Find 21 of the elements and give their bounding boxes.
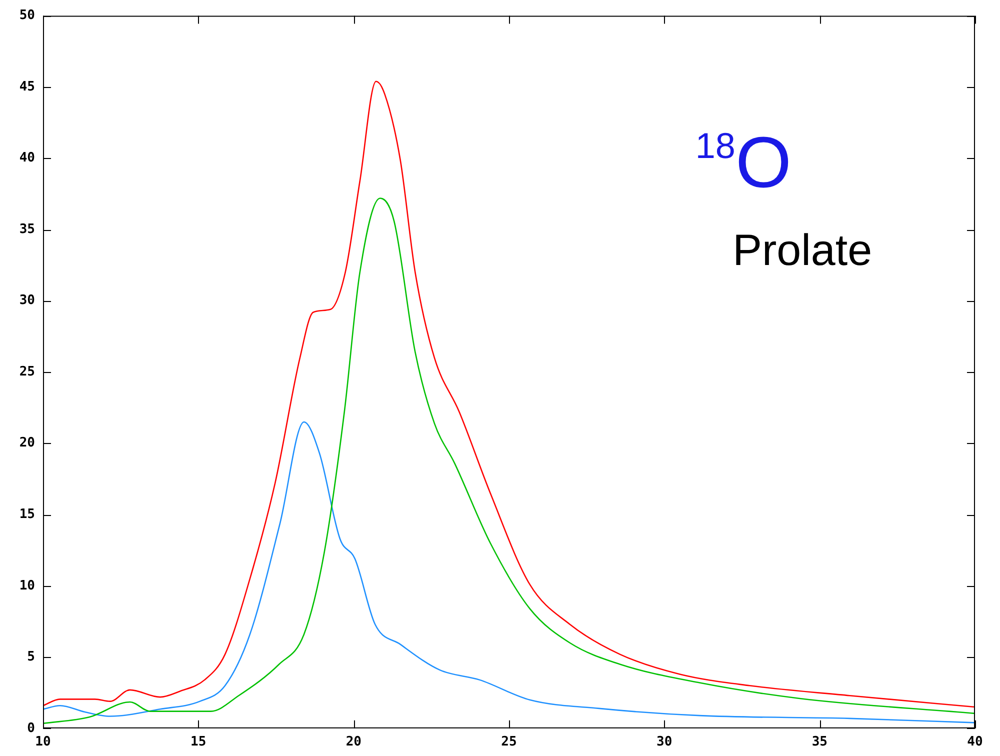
y-tick-label: 30	[19, 293, 36, 308]
y-tick-label: 10	[19, 578, 36, 594]
y-tick-label: 35	[19, 222, 35, 237]
x-tick-label: 35	[812, 734, 828, 750]
x-tick-label: 15	[190, 734, 206, 750]
y-tick-label: 25	[19, 364, 35, 380]
y-tick-label: 45	[19, 79, 35, 94]
annotation: Prolate	[732, 226, 872, 276]
line-series	[43, 198, 975, 724]
y-tick-label: 20	[19, 436, 36, 451]
y-tick-label: 40	[19, 150, 36, 166]
line-series	[43, 80, 975, 708]
y-tick-label: 5	[27, 650, 35, 665]
line-series	[43, 421, 975, 724]
x-tick-label: 40	[967, 734, 983, 750]
y-tick-label: 15	[19, 506, 35, 522]
y-tick-label: 0	[27, 720, 36, 736]
x-tick-label: 30	[656, 734, 672, 750]
y-tick-label: 50	[19, 8, 36, 24]
x-tick-label: 20	[346, 734, 362, 750]
x-tick-label: 25	[501, 734, 517, 750]
